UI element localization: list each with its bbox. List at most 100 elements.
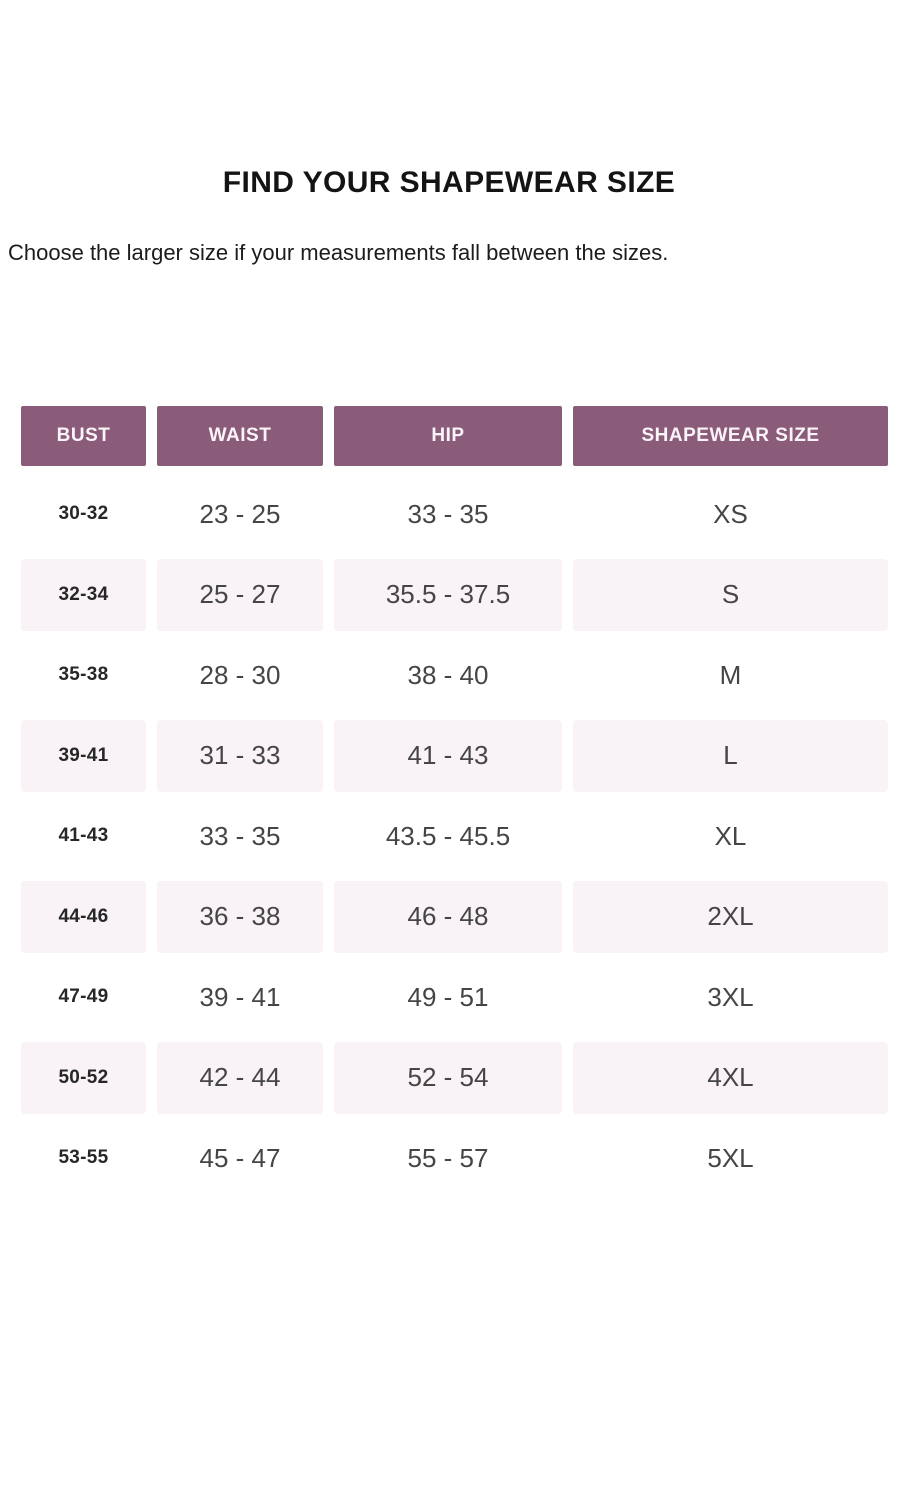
page-subtitle: Choose the larger size if your measureme… [8, 240, 669, 265]
hip-value: 52 - 54 [407, 1062, 489, 1093]
bust-cell: 41-43 [21, 796, 146, 877]
bust-value: 32-34 [58, 583, 109, 605]
cell-background: 45 - 47 [157, 1122, 323, 1194]
size-value: M [719, 659, 742, 690]
cell-background: 30-32 [21, 478, 146, 550]
size-cell: 4XL [573, 1038, 888, 1119]
cell-background: 55 - 57 [334, 1122, 562, 1194]
bust-cell: 53-55 [21, 1118, 146, 1199]
size-value: L [723, 740, 738, 771]
bust-value: 35-38 [58, 664, 109, 686]
bust-cell: 44-46 [21, 877, 146, 958]
cell-background: 23 - 25 [157, 478, 323, 550]
hip-value: 35.5 - 37.5 [385, 579, 511, 610]
hip-cell: 43.5 - 45.5 [334, 796, 562, 877]
cell-background: 47-49 [21, 961, 146, 1033]
waist-cell: 25 - 27 [157, 555, 323, 636]
cell-background: 4XL [573, 1042, 888, 1114]
cell-background: 25 - 27 [157, 559, 323, 631]
cell-background: 39 - 41 [157, 961, 323, 1033]
bust-value: 53-55 [58, 1147, 109, 1169]
size-value: XL [714, 820, 747, 851]
hip-cell: 35.5 - 37.5 [334, 555, 562, 636]
bust-value: 50-52 [58, 1066, 109, 1088]
cell-background: 43.5 - 45.5 [334, 800, 562, 872]
waist-value: 31 - 33 [199, 740, 281, 771]
cell-background: S [573, 559, 888, 631]
cell-background: 49 - 51 [334, 961, 562, 1033]
cell-background: 53-55 [21, 1122, 146, 1194]
size-cell: XL [573, 796, 888, 877]
column-header-bust: BUST [21, 406, 146, 466]
bust-cell: 50-52 [21, 1038, 146, 1119]
cell-background: 46 - 48 [334, 881, 562, 953]
cell-background: 41-43 [21, 800, 146, 872]
size-cell: M [573, 635, 888, 716]
cell-background: 35.5 - 37.5 [334, 559, 562, 631]
size-value: S [721, 579, 740, 610]
waist-cell: 39 - 41 [157, 957, 323, 1038]
bust-cell: 35-38 [21, 635, 146, 716]
size-cell: S [573, 555, 888, 636]
hip-cell: 38 - 40 [334, 635, 562, 716]
size-value: 5XL [707, 1142, 754, 1173]
waist-value: 45 - 47 [199, 1142, 281, 1173]
cell-background: 42 - 44 [157, 1042, 323, 1114]
bust-value: 41-43 [58, 825, 109, 847]
cell-background: XS [573, 478, 888, 550]
page-title: FIND YOUR SHAPEWEAR SIZE [222, 166, 676, 199]
hip-value: 41 - 43 [407, 740, 489, 771]
waist-value: 28 - 30 [199, 659, 281, 690]
waist-value: 33 - 35 [199, 820, 281, 851]
bust-cell: 47-49 [21, 957, 146, 1038]
waist-cell: 42 - 44 [157, 1038, 323, 1119]
cell-background: L [573, 720, 888, 792]
cell-background: 31 - 33 [157, 720, 323, 792]
cell-background: 38 - 40 [334, 639, 562, 711]
waist-value: 23 - 25 [199, 498, 281, 529]
size-value: 2XL [707, 901, 754, 932]
waist-value: 25 - 27 [199, 579, 281, 610]
hip-cell: 55 - 57 [334, 1118, 562, 1199]
size-value: 4XL [707, 1062, 754, 1093]
cell-background: 28 - 30 [157, 639, 323, 711]
cell-background: 2XL [573, 881, 888, 953]
column-header-shapewear-size: SHAPEWEAR SIZE [573, 406, 888, 466]
hip-cell: 46 - 48 [334, 877, 562, 958]
waist-value: 39 - 41 [199, 981, 281, 1012]
waist-cell: 45 - 47 [157, 1118, 323, 1199]
column-header-hip: HIP [334, 406, 562, 466]
cell-background: 52 - 54 [334, 1042, 562, 1114]
column-header-waist: WAIST [157, 406, 323, 466]
cell-background: 44-46 [21, 881, 146, 953]
size-cell: L [573, 716, 888, 797]
cell-background: 5XL [573, 1122, 888, 1194]
size-chart-table: BUST WAIST HIP SHAPEWEAR SIZE 30-32 23 -… [21, 406, 888, 1199]
waist-cell: 28 - 30 [157, 635, 323, 716]
size-value: XS [713, 498, 748, 529]
cell-background: XL [573, 800, 888, 872]
waist-cell: 36 - 38 [157, 877, 323, 958]
hip-value: 38 - 40 [407, 659, 489, 690]
waist-cell: 23 - 25 [157, 474, 323, 555]
cell-background: 33 - 35 [334, 478, 562, 550]
hip-cell: 41 - 43 [334, 716, 562, 797]
waist-value: 42 - 44 [199, 1062, 281, 1093]
cell-background: 32-34 [21, 559, 146, 631]
size-cell: 3XL [573, 957, 888, 1038]
hip-value: 46 - 48 [407, 901, 489, 932]
bust-cell: 32-34 [21, 555, 146, 636]
size-cell: 5XL [573, 1118, 888, 1199]
cell-background: 36 - 38 [157, 881, 323, 953]
size-value: 3XL [707, 981, 754, 1012]
hip-cell: 52 - 54 [334, 1038, 562, 1119]
hip-value: 33 - 35 [407, 498, 489, 529]
cell-background: 41 - 43 [334, 720, 562, 792]
waist-value: 36 - 38 [199, 901, 281, 932]
bust-value: 39-41 [58, 744, 109, 766]
cell-background: 33 - 35 [157, 800, 323, 872]
waist-cell: 31 - 33 [157, 716, 323, 797]
bust-cell: 39-41 [21, 716, 146, 797]
cell-background: 50-52 [21, 1042, 146, 1114]
bust-cell: 30-32 [21, 474, 146, 555]
